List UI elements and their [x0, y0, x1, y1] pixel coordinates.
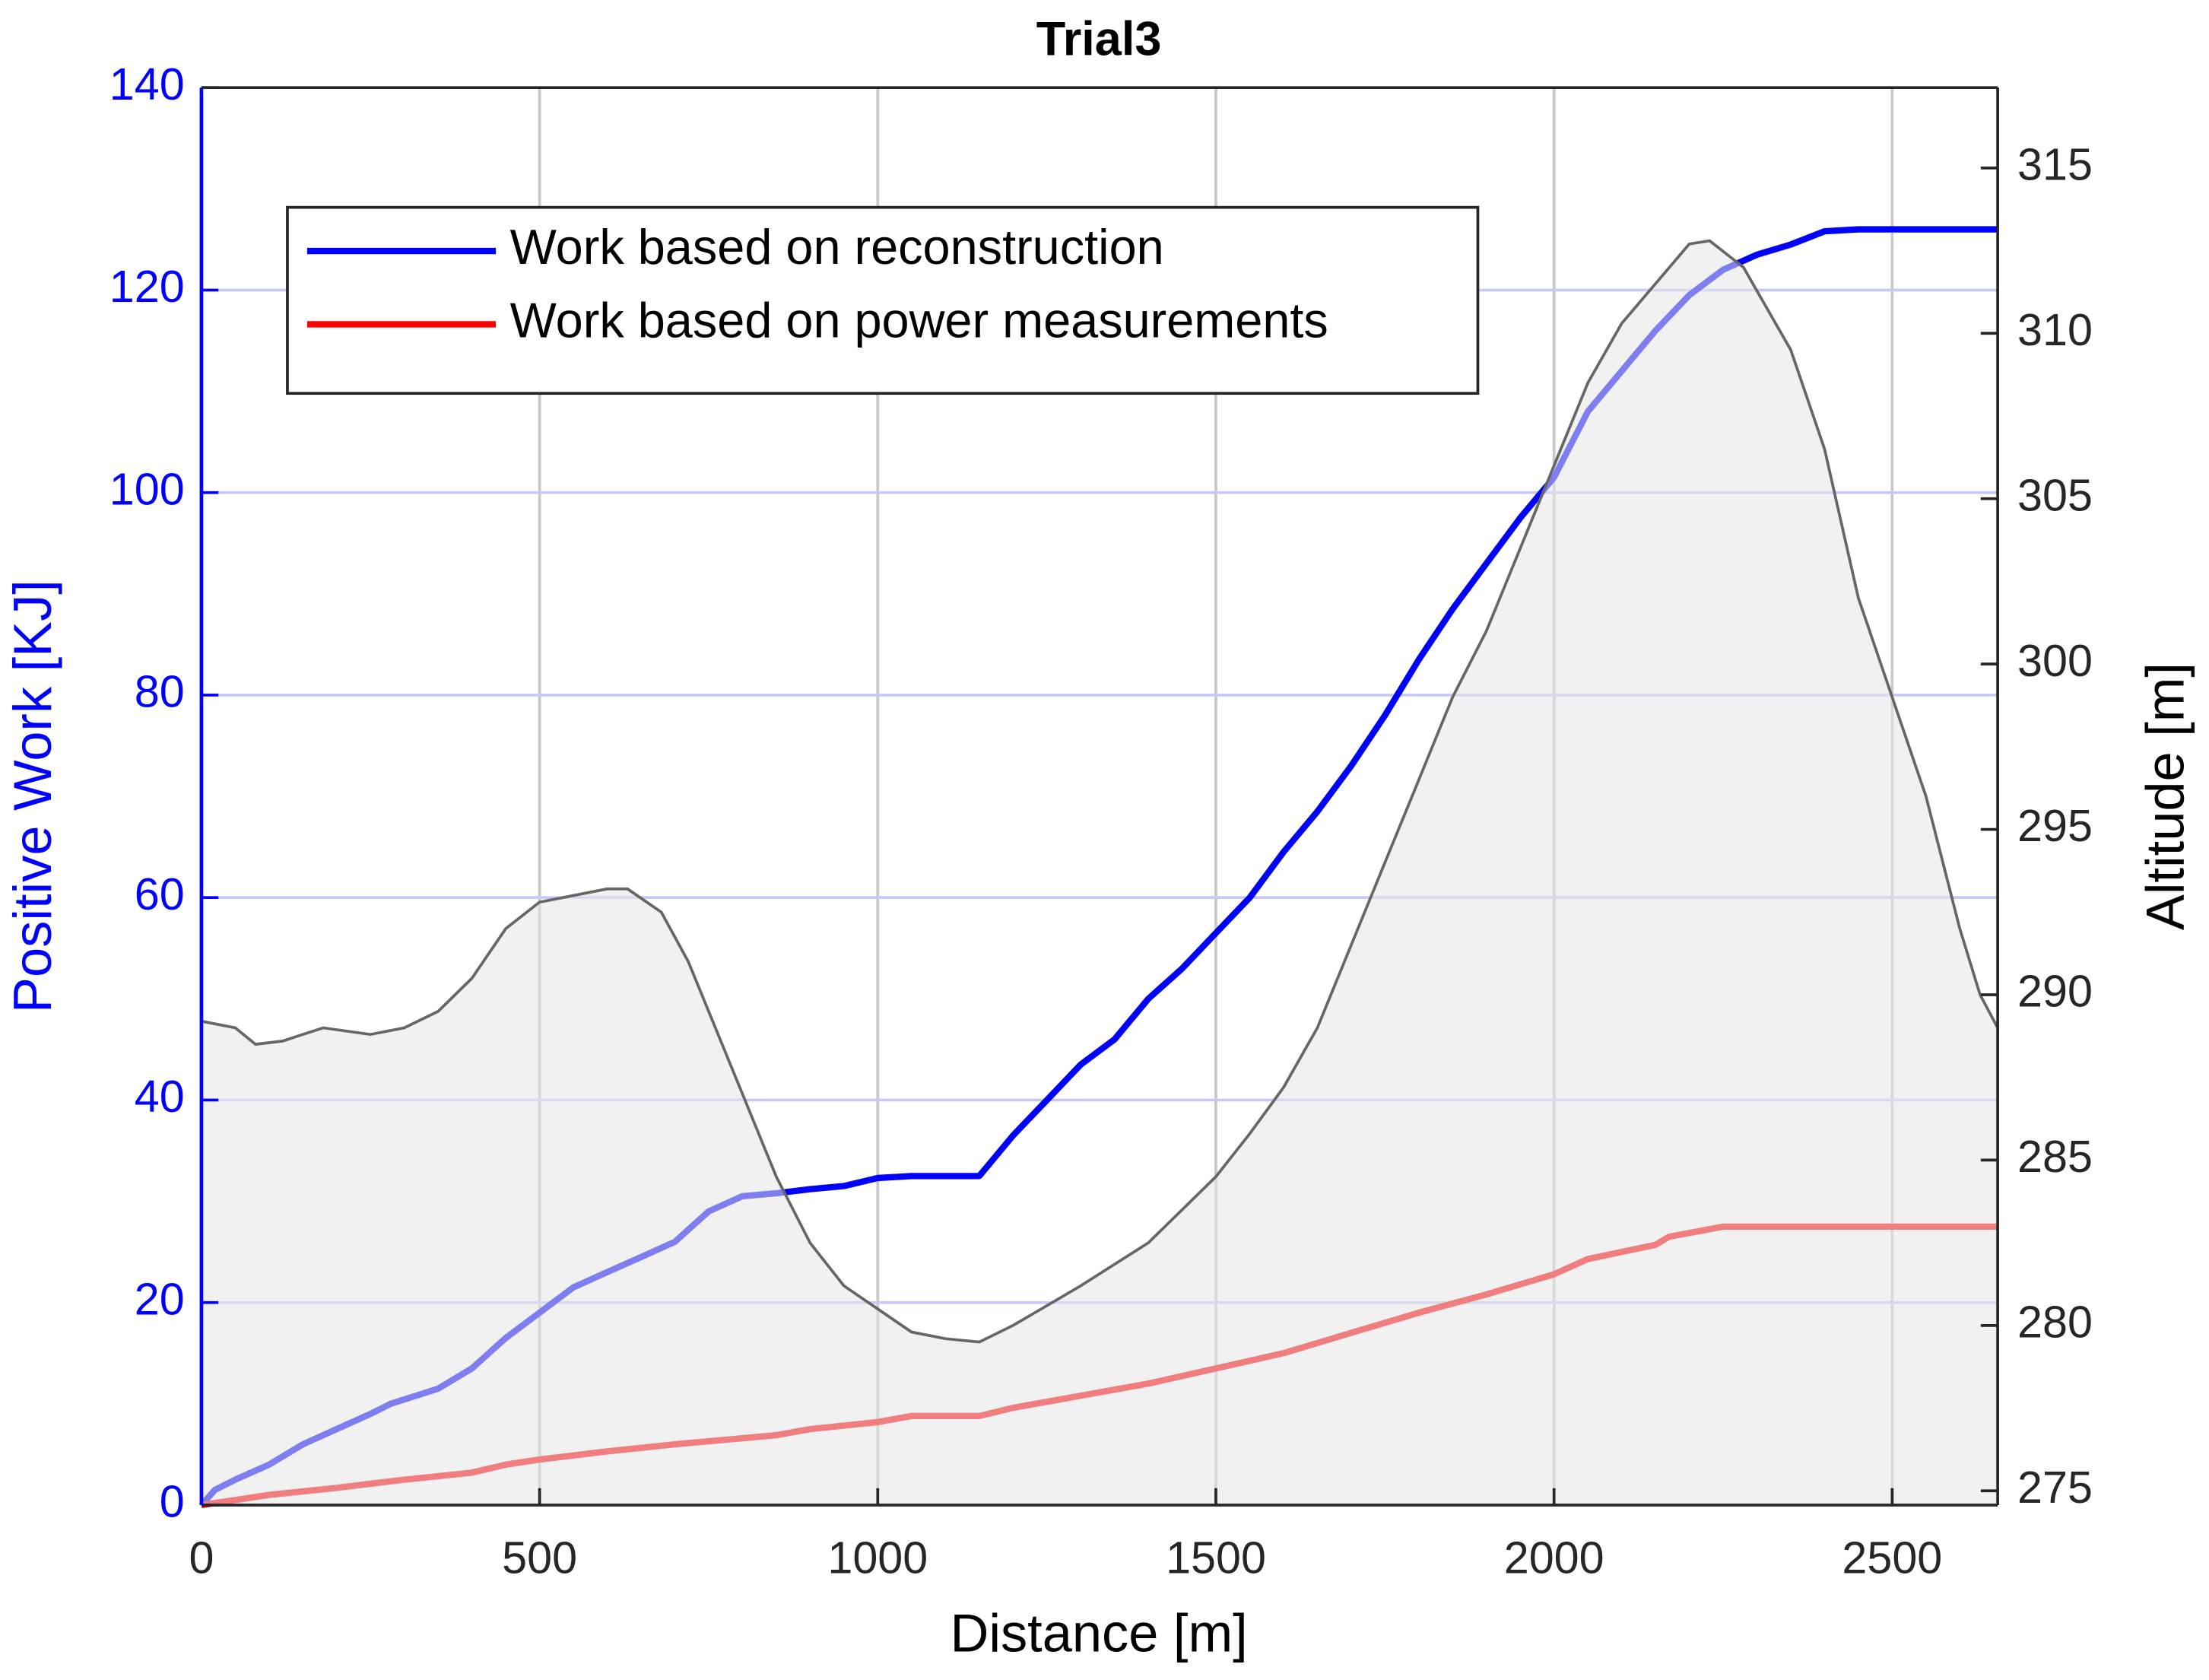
y-tick-label: 140	[109, 59, 185, 110]
x-axis-label: Distance [m]	[951, 1603, 1248, 1663]
y2-axis-label: Altitude [m]	[2135, 662, 2195, 930]
legend-box	[286, 205, 1480, 395]
y-tick-label: 20	[135, 1273, 185, 1324]
y-axis-label: Positive Work [KJ]	[2, 580, 62, 1013]
y2-tick-label: 280	[2017, 1296, 2093, 1347]
plot	[198, 226, 1999, 1509]
x-tick-label: 1500	[1166, 1532, 1266, 1583]
x-tick-label: 2000	[1504, 1532, 1604, 1583]
y-tick-label: 80	[135, 666, 185, 717]
legend-label: Work based on reconstruction	[510, 219, 1164, 275]
x-tick-label: 1000	[827, 1532, 928, 1583]
x-tick-label: 500	[502, 1532, 577, 1583]
y2-tick-label: 290	[2017, 966, 2093, 1017]
y2-tick-label: 295	[2017, 800, 2093, 851]
axes: 0 500 1000 1500 2000 2500 0 20 40 60 80 100 120 140 27…	[109, 59, 2093, 1583]
y2-tick-label: 310	[2017, 304, 2093, 355]
y-tick-label: 40	[135, 1071, 185, 1122]
y-tick-label: 0	[160, 1476, 185, 1527]
y-tick-label: 60	[135, 869, 185, 919]
chart-title: Trial3	[1036, 13, 1162, 66]
y-tick-label: 100	[109, 463, 185, 514]
legend: Work based on reconstruction Work based o…	[286, 205, 1480, 395]
y2-tick-label: 305	[2017, 469, 2093, 520]
altitude-line	[201, 239, 1999, 1344]
x-tick-label: 0	[189, 1532, 214, 1583]
legend-label: Work based on power measurements	[510, 293, 1328, 348]
y2-tick-label: 285	[2017, 1131, 2093, 1182]
y2-tick-label: 275	[2017, 1462, 2093, 1513]
x-tick-label: 2500	[1842, 1532, 1942, 1583]
altitude-area	[201, 240, 1998, 1505]
y-tick-label: 120	[109, 261, 185, 312]
y2-tick-label: 300	[2017, 635, 2093, 686]
y2-tick-label: 315	[2017, 138, 2093, 189]
